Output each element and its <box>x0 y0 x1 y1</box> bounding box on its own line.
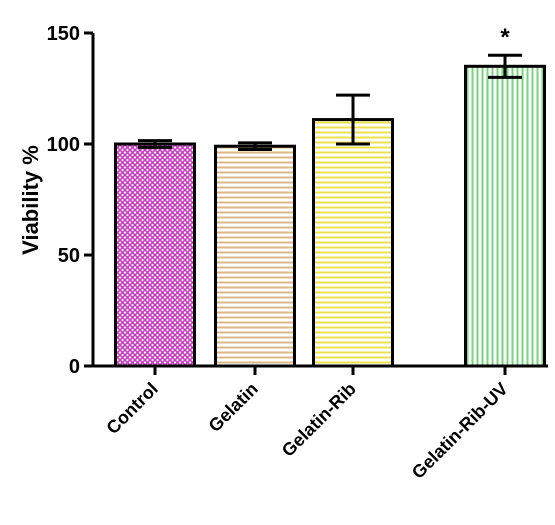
x-tick-label-gelatin-rib: Gelatin-Rib <box>278 379 360 461</box>
x-tick-label-gelatin: Gelatin <box>205 379 262 436</box>
y-axis-title: Viability % <box>18 145 43 255</box>
bar-gelatin-rib <box>312 118 394 368</box>
significance-marker: * <box>500 24 510 51</box>
y-tick-label-100: 100 <box>47 134 80 156</box>
x-tick-label-control: Control <box>102 379 161 438</box>
bar-gelatin <box>214 144 296 368</box>
plot-area: 0 50 100 150 Control Gelatin Gelatin-Rib Gelati… <box>47 23 548 483</box>
y-tick-label-150: 150 <box>47 23 80 45</box>
y-tick-label-0: 0 <box>69 356 80 378</box>
bar-control <box>114 142 196 368</box>
bar-gelatin-rib-uv <box>464 64 546 368</box>
x-tick-label-gelatin-rib-uv: Gelatin-Rib-UV <box>408 379 512 483</box>
y-tick-label-50: 50 <box>58 245 80 267</box>
